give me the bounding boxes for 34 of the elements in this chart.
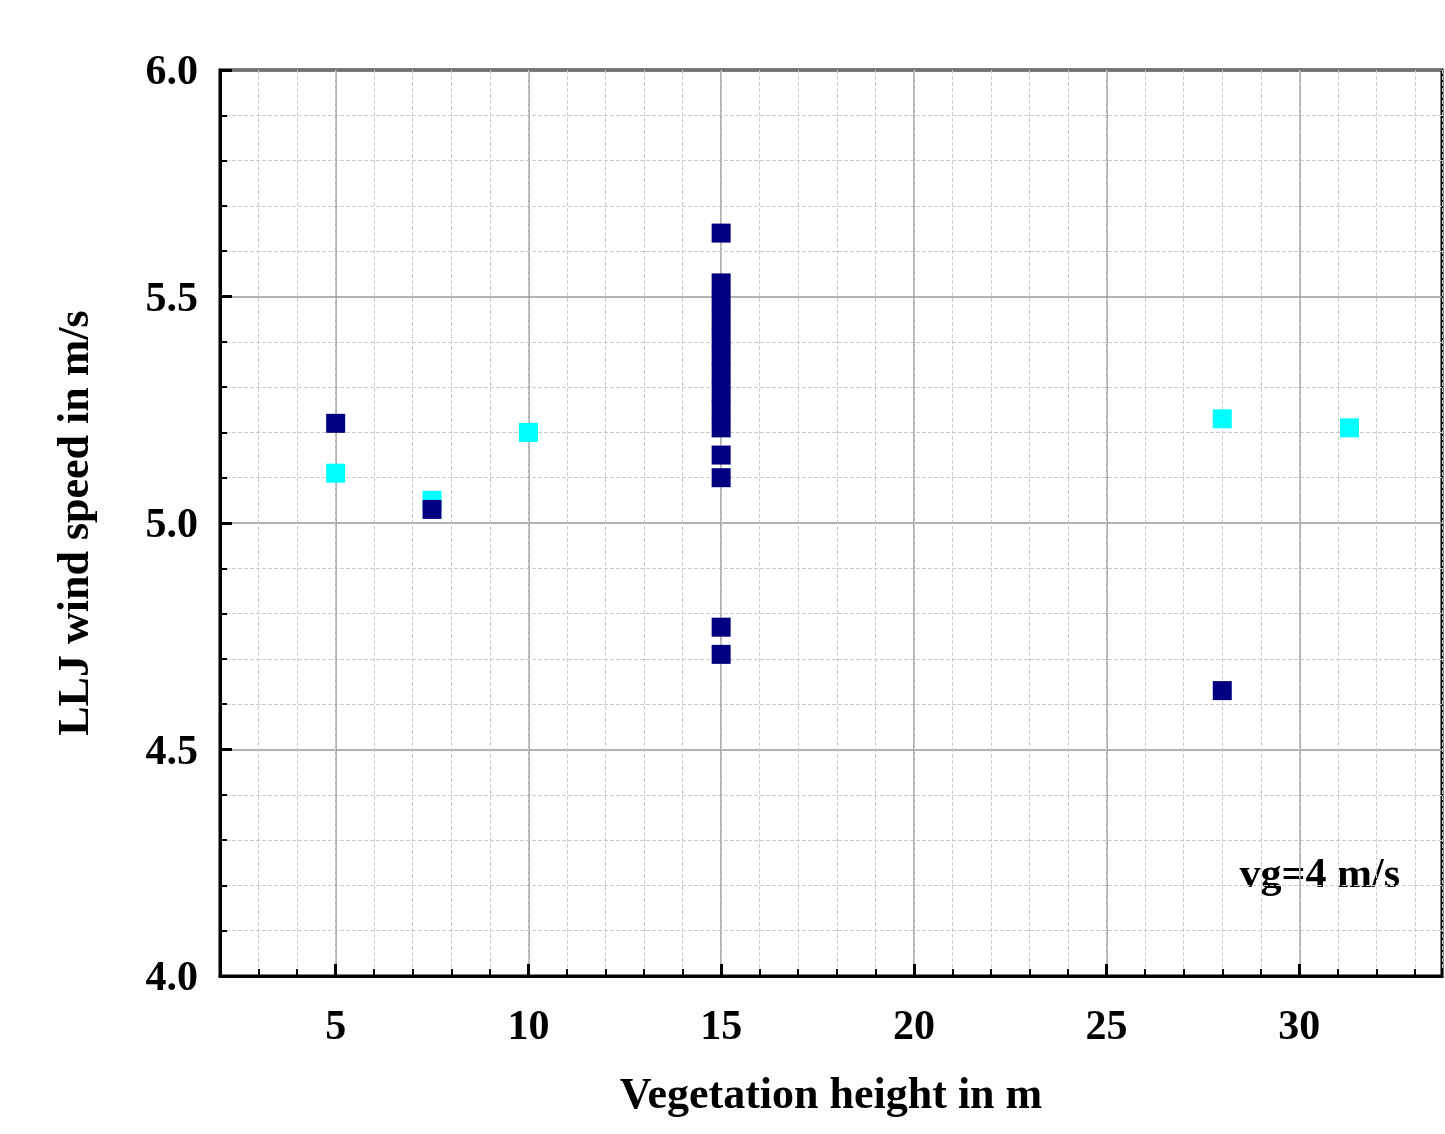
point	[326, 413, 346, 433]
x-axis-title: Vegetation height in m	[619, 1068, 1043, 1118]
point	[1212, 409, 1232, 429]
point	[711, 345, 731, 365]
x-tick-label: 30	[1278, 1002, 1321, 1048]
point	[518, 422, 538, 442]
point	[711, 418, 731, 438]
point	[711, 382, 731, 402]
point	[711, 223, 731, 243]
y-tick-label: 5.5	[145, 273, 198, 320]
x-tick-label: 25	[1085, 1002, 1128, 1048]
point	[326, 463, 346, 483]
y-tick-label: 5.0	[145, 500, 198, 546]
point	[711, 617, 731, 637]
y-tick-label: 6.0	[145, 47, 198, 93]
point	[711, 644, 731, 664]
point	[422, 499, 442, 519]
point	[711, 309, 731, 329]
point	[1212, 681, 1232, 701]
x-tick-label: 5	[325, 1002, 347, 1048]
point	[711, 291, 731, 311]
point	[711, 468, 731, 488]
y-tick-label: 4.0	[145, 953, 198, 999]
point	[711, 273, 731, 293]
y-axis-title: LLJ wind speed in m/s	[48, 310, 98, 736]
x-tick-label: 15	[700, 1002, 743, 1048]
y-tick-label: 4.5	[145, 726, 198, 773]
point	[711, 400, 731, 420]
x-tick-label: 20	[892, 1002, 935, 1048]
x-tick-label: 10	[507, 1002, 550, 1048]
point	[711, 364, 731, 384]
point	[1339, 418, 1359, 438]
point	[711, 327, 731, 347]
point	[711, 445, 731, 465]
